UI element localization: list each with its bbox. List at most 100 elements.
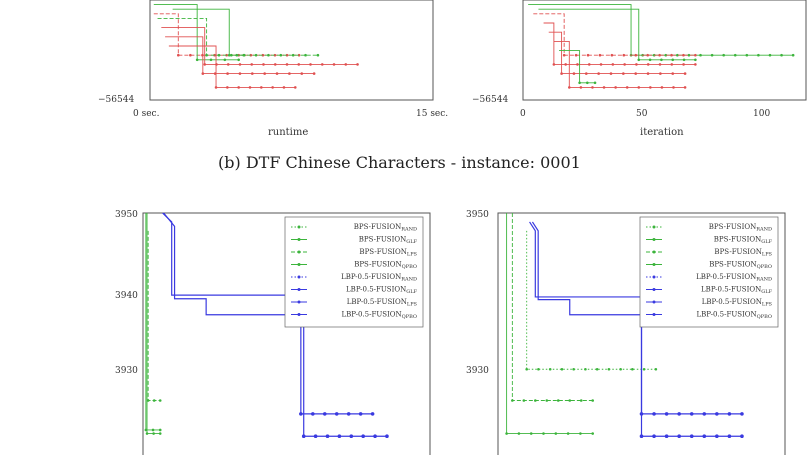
series-group xyxy=(505,213,744,439)
series-marker xyxy=(146,399,150,402)
series-marker xyxy=(579,86,583,89)
series-marker xyxy=(263,72,266,75)
series-marker xyxy=(562,53,566,57)
series-marker xyxy=(309,63,312,66)
series-marker xyxy=(757,53,760,57)
legend-label: BPS-FUSIONGLF xyxy=(359,236,418,246)
series-marker xyxy=(670,53,673,57)
series-line xyxy=(526,230,656,370)
series-marker xyxy=(312,72,316,75)
legend: BPS-FUSIONRAND BPS-FUSIONGLF BPS-FUSIONLPS… xyxy=(284,216,424,328)
panel-top-right: −56544 0 50 100 iteration xyxy=(472,0,807,138)
series-marker xyxy=(652,412,656,416)
legend-marker xyxy=(297,300,301,304)
series-marker xyxy=(609,72,613,75)
series-marker xyxy=(683,86,687,89)
series-marker xyxy=(254,53,258,57)
series-marker xyxy=(568,399,572,402)
series-marker xyxy=(637,86,641,89)
series-marker xyxy=(346,412,351,416)
series-marker xyxy=(591,86,594,89)
legend-marker xyxy=(297,313,301,316)
series-marker xyxy=(646,63,650,66)
series-marker xyxy=(694,58,697,62)
series-line xyxy=(533,13,696,56)
series-marker xyxy=(660,86,664,89)
series-marker xyxy=(322,412,327,416)
series-marker xyxy=(572,367,575,371)
series-marker xyxy=(223,58,227,62)
series-marker xyxy=(249,53,253,57)
y-tick-label: 3930 xyxy=(115,366,138,376)
series-marker xyxy=(248,86,252,89)
series-marker xyxy=(226,72,229,75)
series-marker xyxy=(611,63,615,66)
series-marker xyxy=(237,86,240,89)
legend-label: BPS-FUSIONGLF xyxy=(714,236,773,246)
series-marker xyxy=(599,63,603,66)
series-marker xyxy=(625,86,629,89)
series-marker xyxy=(619,367,622,371)
series-marker xyxy=(282,86,286,89)
series-marker xyxy=(694,63,697,66)
series-marker xyxy=(654,367,658,371)
legend-label: BPS-FUSIONQPBO xyxy=(709,261,772,271)
plot-frame xyxy=(497,212,786,455)
x-tick-label: 0 sec. xyxy=(133,109,160,119)
series-marker xyxy=(622,72,625,75)
series-marker xyxy=(238,63,242,66)
x-axis-label: iteration xyxy=(640,127,684,138)
y-tick-label: −56544 xyxy=(98,95,134,105)
series-marker xyxy=(631,367,634,371)
series-marker xyxy=(537,367,540,371)
series-marker xyxy=(652,434,656,439)
series-group xyxy=(528,4,795,89)
series-line xyxy=(538,8,696,61)
y-tick-label: 3930 xyxy=(466,366,489,376)
legend-label: BPS-FUSIONLPS xyxy=(359,248,417,258)
series-marker xyxy=(560,367,564,371)
legend-marker xyxy=(652,225,656,229)
series-marker xyxy=(373,434,377,439)
x-tick-label: 0 xyxy=(520,109,526,119)
series-group xyxy=(144,212,389,439)
series-marker xyxy=(517,432,521,435)
series-marker xyxy=(529,432,533,435)
series-marker xyxy=(361,434,365,439)
series-marker xyxy=(279,53,283,57)
series-marker xyxy=(560,72,563,75)
legend: BPS-FUSIONRAND BPS-FUSIONGLF BPS-FUSIONLPS… xyxy=(639,216,779,328)
series-line xyxy=(163,212,387,437)
series-marker xyxy=(710,53,714,57)
series-marker xyxy=(293,86,297,89)
series-group xyxy=(153,4,359,89)
series-marker xyxy=(595,367,599,371)
series-line xyxy=(153,4,239,61)
legend-box xyxy=(284,216,424,328)
series-marker xyxy=(552,63,556,66)
plot-frame xyxy=(149,0,434,101)
legend-marker xyxy=(297,288,301,291)
series-marker xyxy=(658,63,662,66)
series-marker xyxy=(622,53,626,57)
series-marker xyxy=(195,58,199,62)
series-marker xyxy=(332,63,336,66)
legend-marker xyxy=(297,263,301,266)
series-marker xyxy=(542,432,545,435)
legend-label: LBP-0.5-FUSIONLPS xyxy=(702,298,773,308)
legend-label: BPS-FUSIONRAND xyxy=(354,223,417,233)
series-marker xyxy=(262,63,265,66)
series-line xyxy=(543,22,696,65)
series-marker xyxy=(320,63,324,66)
series-marker xyxy=(566,432,570,435)
series-marker xyxy=(602,86,606,89)
series-marker xyxy=(682,53,685,57)
series-marker xyxy=(671,72,675,75)
series-line xyxy=(157,17,318,56)
series-marker xyxy=(300,72,304,75)
series-marker xyxy=(642,367,646,371)
series-marker xyxy=(670,63,674,66)
series-marker xyxy=(664,53,668,57)
legend-marker xyxy=(297,225,301,229)
series-marker xyxy=(646,53,649,57)
